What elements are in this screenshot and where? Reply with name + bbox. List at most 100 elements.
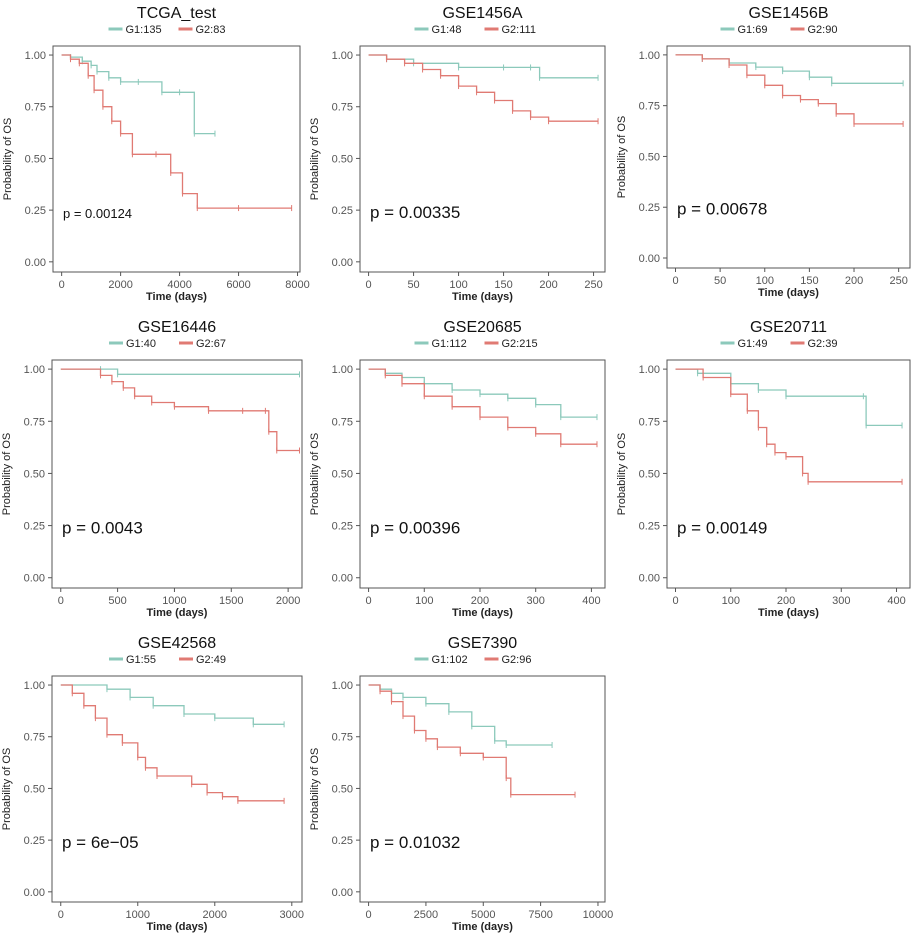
y-tick-label: 0.50	[332, 153, 353, 165]
plot-frame	[359, 359, 606, 589]
p-value: p = 0.00124	[63, 206, 132, 221]
y-tick-label: 1.00	[332, 364, 353, 376]
y-tick-label: 1.00	[639, 50, 660, 62]
y-tick-label: 0.25	[24, 521, 45, 533]
y-axis-label: Probability of OS	[309, 748, 321, 831]
legend: G1:112 G2:215	[414, 338, 538, 350]
x-tick-label: 2500	[414, 909, 438, 921]
x-tick-label: 200	[471, 595, 489, 607]
y-tick-label: 0.25	[24, 835, 45, 847]
x-tick-label: 400	[582, 595, 600, 607]
y-axis-label: Probability of OS	[2, 118, 14, 201]
y-axis-label: Probability of OS	[309, 118, 321, 201]
x-tick-label: 0	[366, 909, 372, 921]
y-tick-label: 0.25	[639, 202, 660, 214]
series-line-g1	[368, 684, 553, 746]
y-tick-label: 0.50	[25, 153, 46, 165]
x-tick-label: 6000	[226, 279, 250, 291]
y-tick-label: 0.00	[332, 257, 353, 269]
y-tick-label: 0.50	[24, 468, 45, 480]
legend-label-g1: G1:40	[126, 338, 156, 350]
x-tick-label: 300	[527, 595, 545, 607]
series-line-g2	[368, 684, 575, 796]
panel-title: GSE1456A	[442, 5, 522, 22]
legend-label-g2: G2:67	[196, 338, 226, 350]
series-line-g2	[368, 368, 597, 445]
series-line-g2	[675, 54, 904, 125]
y-tick-label: 0.50	[639, 151, 660, 163]
x-tick-label: 100	[722, 595, 740, 607]
x-tick-label: 150	[494, 279, 512, 291]
y-tick-label: 0.00	[639, 253, 660, 265]
plot-frame	[359, 45, 606, 273]
legend-label-g1: G1:69	[738, 24, 768, 36]
legend-label-g1: G1:102	[432, 654, 468, 666]
x-tick-label: 100	[415, 595, 433, 607]
y-axis-label: Probability of OS	[1, 748, 13, 831]
x-tick-label: 250	[889, 275, 907, 287]
x-tick-label: 2000	[203, 909, 227, 921]
km-panel-gse42568: GSE42568 G1:55 G2:49 0.00 0.25 0.50 0.75 1.00 0 1…	[1, 635, 304, 933]
y-tick-label: 0.75	[639, 416, 660, 428]
x-tick-label: 50	[407, 279, 419, 291]
x-tick-label: 0	[672, 275, 678, 287]
legend: G1:48 G2:111	[414, 24, 536, 36]
p-value: p = 0.00678	[677, 200, 767, 219]
panel-title: GSE16446	[138, 319, 216, 336]
y-tick-label: 1.00	[24, 680, 45, 692]
x-axis-label: Time (days)	[758, 287, 819, 299]
panel-title: GSE20711	[750, 319, 827, 336]
y-tick-label: 0.50	[639, 468, 660, 480]
y-tick-label: 0.00	[24, 887, 45, 899]
km-panel-gse1456b: GSE1456B G1:69 G2:90 0.00 0.25 0.50 0.75 1.00 0 5…	[616, 5, 911, 299]
plot-frame	[52, 45, 301, 273]
plot-frame	[51, 359, 303, 589]
x-tick-label: 200	[777, 595, 795, 607]
x-tick-label: 200	[539, 279, 557, 291]
x-tick-label: 0	[366, 595, 372, 607]
series-line-g2	[61, 54, 292, 209]
legend-label-g1: G1:112	[432, 338, 467, 350]
x-tick-label: 0	[58, 909, 64, 921]
plot-frame	[359, 675, 606, 903]
legend: G1:102 G2:96	[414, 654, 531, 666]
km-panel-gse16446: GSE16446 G1:40 G2:67 0.00 0.25 0.50 0.75 1.00 0 5…	[1, 319, 303, 619]
p-value: p = 6e−05	[62, 833, 139, 852]
y-tick-label: 0.00	[639, 573, 660, 585]
x-tick-label: 2000	[276, 595, 300, 607]
series-line-g2	[60, 684, 285, 802]
panel-title: GSE1456B	[748, 5, 828, 22]
x-tick-label: 250	[584, 279, 602, 291]
x-tick-label: 0	[366, 279, 372, 291]
km-panel-gse1456a: GSE1456A G1:48 G2:111 0.00 0.25 0.50 0.75 1.00 0…	[309, 5, 606, 303]
y-tick-label: 0.75	[332, 416, 353, 428]
x-tick-label: 0	[672, 595, 678, 607]
y-tick-label: 0.25	[25, 205, 46, 217]
plot-frame	[51, 675, 303, 903]
series-line-g1	[60, 684, 285, 725]
y-tick-label: 0.00	[25, 257, 46, 269]
y-tick-label: 0.50	[332, 468, 353, 480]
x-axis-label: Time (days)	[452, 607, 513, 619]
y-tick-label: 0.25	[332, 521, 353, 533]
x-tick-label: 0	[58, 595, 64, 607]
x-tick-label: 3000	[280, 909, 304, 921]
legend: G1:135 G2:83	[108, 24, 225, 36]
legend-label-g1: G1:55	[126, 654, 156, 666]
y-tick-label: 1.00	[332, 680, 353, 692]
p-value: p = 0.00396	[370, 518, 460, 537]
x-tick-label: 0	[59, 279, 65, 291]
y-axis-label: Probability of OS	[616, 433, 628, 516]
x-tick-label: 8000	[285, 279, 309, 291]
y-tick-label: 0.50	[24, 783, 45, 795]
p-value: p = 0.01032	[370, 833, 460, 852]
x-tick-label: 1000	[126, 909, 150, 921]
legend-label-g2: G2:215	[502, 338, 538, 350]
legend-label-g2: G2:111	[502, 24, 536, 36]
x-tick-label: 400	[887, 595, 905, 607]
y-axis-label: Probability of OS	[1, 433, 13, 516]
x-tick-label: 10000	[583, 909, 614, 921]
km-panel-tcga_test: TCGA_test G1:135 G2:83 0.00 0.25 0.50 0.75 1.00…	[2, 5, 310, 303]
x-tick-label: 100	[756, 275, 774, 287]
x-tick-label: 50	[714, 275, 726, 287]
